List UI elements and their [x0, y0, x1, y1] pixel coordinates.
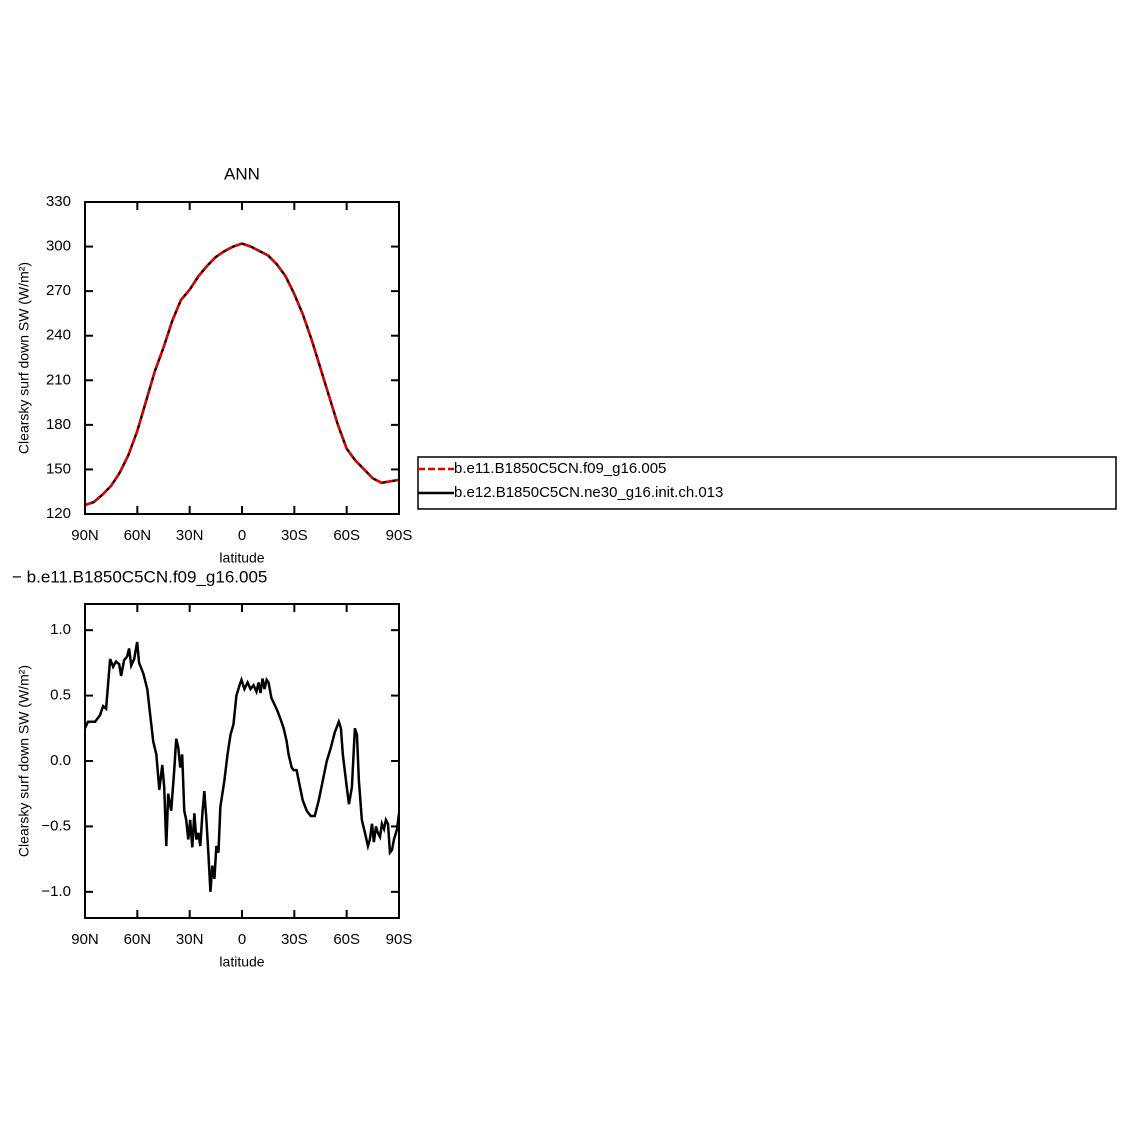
plot-frame	[84, 201, 400, 515]
y-tick-label: 120	[46, 505, 71, 522]
data-line	[85, 641, 399, 892]
chart-title: ANN	[224, 164, 260, 183]
y-tick-label: 240	[46, 327, 71, 344]
x-tick-label: 60N	[124, 527, 152, 544]
legend-box	[417, 456, 1117, 510]
chart-title: − b.e11.B1850C5CN.f09_g16.005	[12, 567, 267, 586]
x-tick-label: 30N	[176, 527, 204, 544]
x-axis-label: latitude	[219, 550, 264, 566]
plot-area	[85, 641, 399, 892]
x-axis-label: latitude	[219, 954, 264, 970]
x-tick-label: 90S	[386, 527, 413, 544]
plot-frame	[84, 603, 400, 919]
x-tick-label: 90S	[386, 931, 413, 948]
y-tick-label: 180	[46, 416, 71, 433]
legend-label: b.e11.B1850C5CN.f09_g16.005	[454, 460, 666, 477]
x-tick-label: 60N	[124, 931, 152, 948]
y-tick-label: 300	[46, 238, 71, 255]
x-tick-label: 60S	[333, 527, 360, 544]
y-tick-label: 270	[46, 282, 71, 299]
y-tick-label: 0.0	[50, 752, 71, 769]
x-tick-label: 0	[238, 931, 246, 948]
x-tick-label: 60S	[333, 931, 360, 948]
x-tick-label: 30N	[176, 931, 204, 948]
plot-area	[85, 242, 399, 507]
y-tick-label: 330	[46, 193, 71, 210]
y-tick-label: −0.5	[41, 817, 71, 834]
y-tick-label: −1.0	[41, 883, 71, 900]
y-tick-label: 210	[46, 371, 71, 388]
y-tick-label: 1.0	[50, 621, 71, 638]
y-tick-label: 0.5	[50, 687, 71, 704]
data-line	[85, 242, 399, 507]
y-axis-label: Clearsky surf down SW (W/m²)	[16, 262, 32, 454]
x-tick-label: 90N	[71, 931, 99, 948]
x-tick-label: 0	[238, 527, 246, 544]
y-tick-label: 150	[46, 460, 71, 477]
y-axis-label: Clearsky surf down SW (W/m²)	[16, 665, 32, 857]
data-line	[85, 242, 399, 507]
x-tick-label: 30S	[281, 527, 308, 544]
x-tick-label: 90N	[71, 527, 99, 544]
legend-label: b.e12.B1850C5CN.ne30_g16.init.ch.013	[454, 484, 723, 501]
x-tick-label: 30S	[281, 931, 308, 948]
